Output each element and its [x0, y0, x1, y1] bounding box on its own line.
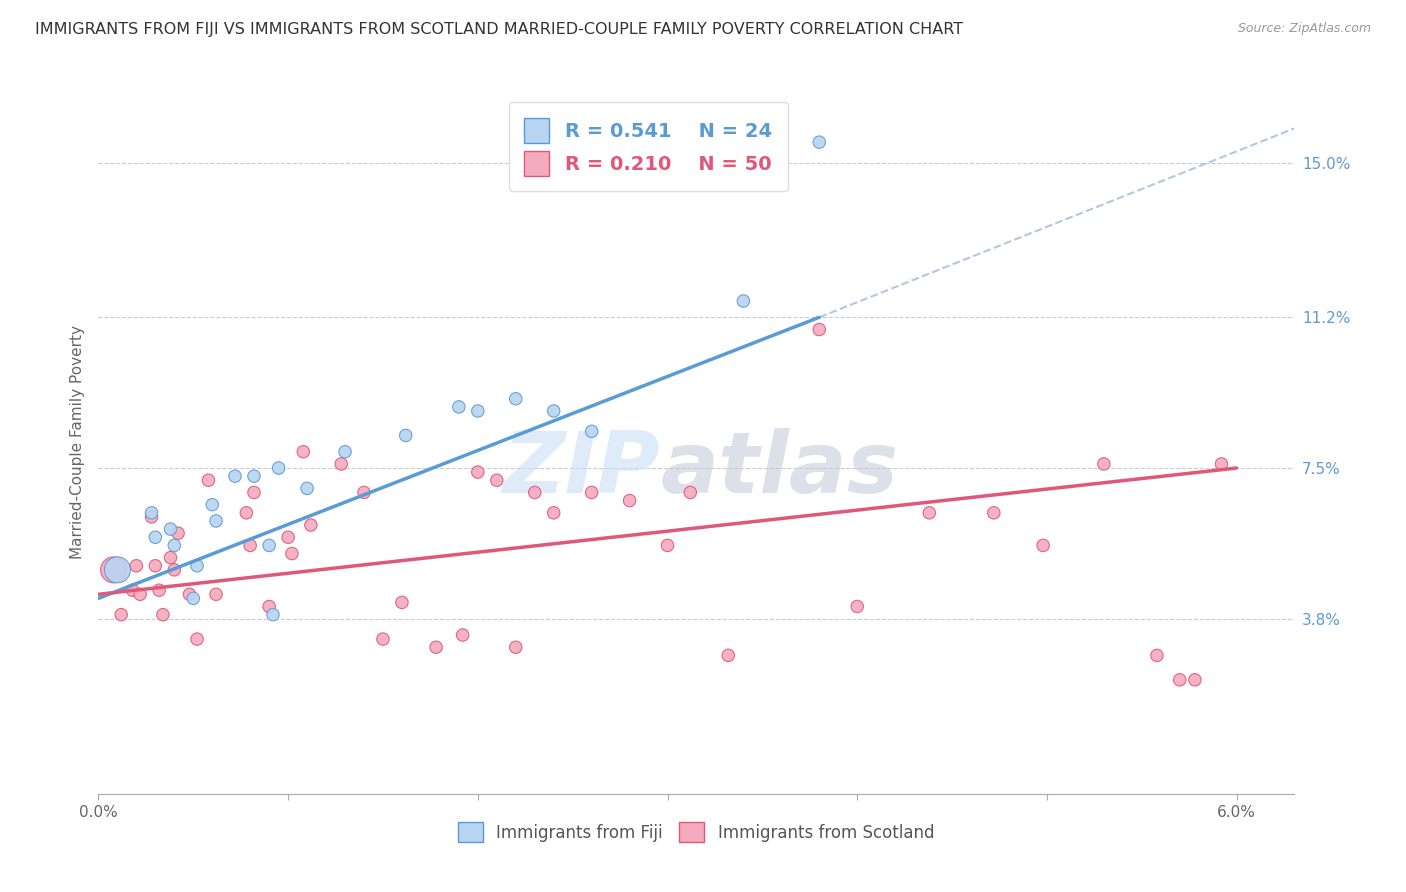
Point	[543, 404, 565, 418]
Point	[205, 514, 228, 528]
Point	[391, 595, 413, 609]
Point	[186, 558, 208, 573]
Point	[224, 469, 246, 483]
Point	[808, 135, 831, 149]
Point	[451, 628, 474, 642]
Point	[201, 498, 224, 512]
Point	[1146, 648, 1168, 663]
Point	[239, 538, 262, 552]
Point	[717, 648, 740, 663]
Text: atlas: atlas	[661, 428, 898, 511]
Point	[121, 583, 143, 598]
Point	[425, 640, 447, 655]
Point	[163, 538, 186, 552]
Point	[129, 587, 152, 601]
Point	[523, 485, 546, 500]
Point	[152, 607, 174, 622]
Point	[808, 322, 831, 336]
Point	[333, 444, 356, 458]
Point	[1168, 673, 1191, 687]
Point	[619, 493, 641, 508]
Point	[505, 392, 527, 406]
Point	[148, 583, 170, 598]
Text: ZIP: ZIP	[502, 428, 661, 511]
Point	[163, 563, 186, 577]
Point	[679, 485, 702, 500]
Point	[1092, 457, 1115, 471]
Point	[186, 632, 208, 646]
Point	[167, 526, 190, 541]
Point	[371, 632, 394, 646]
Point	[330, 457, 353, 471]
Point	[141, 509, 163, 524]
Point	[467, 404, 489, 418]
Point	[581, 425, 603, 439]
Point	[267, 461, 290, 475]
Point	[846, 599, 869, 614]
Y-axis label: Married-Couple Family Poverty: Married-Couple Family Poverty	[69, 325, 84, 558]
Point	[485, 473, 508, 487]
Point	[1184, 673, 1206, 687]
Point	[1032, 538, 1054, 552]
Point	[159, 522, 181, 536]
Point	[143, 530, 166, 544]
Point	[733, 293, 755, 308]
Point	[103, 563, 125, 577]
Point	[281, 547, 304, 561]
Point	[105, 563, 128, 577]
Point	[295, 482, 318, 496]
Point	[143, 558, 166, 573]
Point	[505, 640, 527, 655]
Text: Source: ZipAtlas.com: Source: ZipAtlas.com	[1237, 22, 1371, 36]
Point	[235, 506, 257, 520]
Point	[257, 538, 280, 552]
Point	[110, 607, 132, 622]
Point	[543, 506, 565, 520]
Point	[181, 591, 204, 606]
Point	[657, 538, 679, 552]
Point	[299, 518, 322, 533]
Point	[159, 550, 181, 565]
Point	[197, 473, 219, 487]
Point	[1211, 457, 1233, 471]
Point	[179, 587, 201, 601]
Point	[447, 400, 470, 414]
Point	[918, 506, 941, 520]
Point	[277, 530, 299, 544]
Point	[292, 444, 315, 458]
Text: IMMIGRANTS FROM FIJI VS IMMIGRANTS FROM SCOTLAND MARRIED-COUPLE FAMILY POVERTY C: IMMIGRANTS FROM FIJI VS IMMIGRANTS FROM …	[35, 22, 963, 37]
Point	[581, 485, 603, 500]
Point	[141, 506, 163, 520]
Point	[262, 607, 284, 622]
Point	[125, 558, 148, 573]
Point	[353, 485, 375, 500]
Point	[205, 587, 228, 601]
Point	[257, 599, 280, 614]
Legend: Immigrants from Fiji, Immigrants from Scotland: Immigrants from Fiji, Immigrants from Sc…	[451, 815, 941, 849]
Point	[395, 428, 418, 442]
Point	[243, 485, 266, 500]
Point	[243, 469, 266, 483]
Point	[467, 465, 489, 479]
Point	[983, 506, 1005, 520]
